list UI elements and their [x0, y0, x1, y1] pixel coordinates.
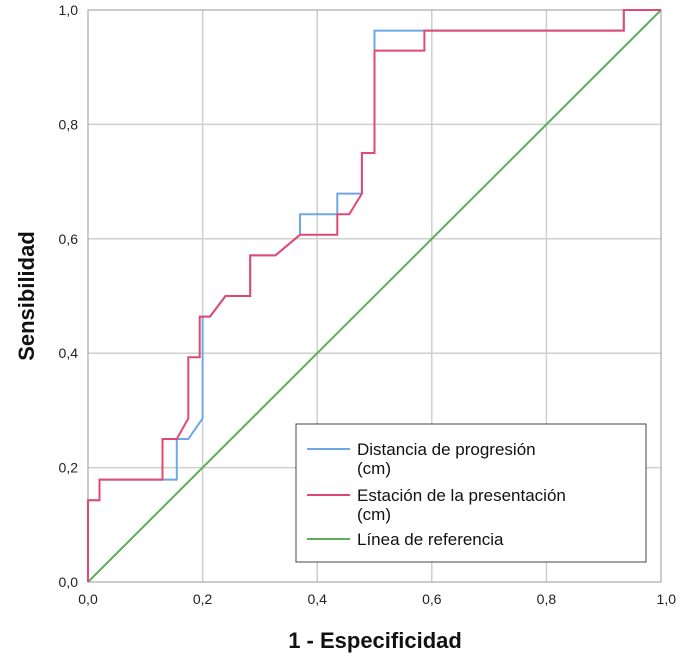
- x-tick-label: 0,0: [78, 591, 98, 607]
- grid-lines: [88, 10, 661, 582]
- x-tick-labels: 0,0 0,2 0,4 0,6 0,8 1,0: [78, 591, 676, 607]
- plot-frame: [87, 9, 662, 583]
- series-lines: [87, 9, 662, 583]
- x-tick-label: 0,6: [422, 591, 442, 607]
- y-tick-label: 0,8: [59, 116, 79, 132]
- y-tick-label: 1,0: [59, 2, 79, 18]
- x-tick-label: 0,4: [307, 591, 327, 607]
- legend-label: Estación de la presentación (cm): [357, 486, 566, 524]
- x-axis-title: 1 - Especificidad: [288, 628, 462, 653]
- x-tick-label: 0,8: [537, 591, 557, 607]
- y-tick-label: 0,4: [59, 345, 79, 361]
- y-axis-title: Sensibilidad: [14, 231, 39, 361]
- y-tick-label: 0,0: [59, 574, 79, 590]
- y-tick-label: 0,6: [59, 231, 79, 247]
- series-line-1: [87, 9, 661, 582]
- y-tick-labels: 0,0 0,2 0,4 0,6 0,8 1,0: [59, 2, 79, 590]
- legend-label: Distancia de progresión (cm): [357, 440, 536, 478]
- legend-box: [295, 423, 647, 563]
- y-tick-label: 0,2: [59, 460, 79, 476]
- x-tick-label: 0,2: [193, 591, 213, 607]
- series-line-2: [87, 9, 662, 583]
- legend: Distancia de progresión (cm) Estación de l…: [295, 423, 647, 563]
- x-tick-label: 1,0: [657, 591, 677, 607]
- legend-label: Línea de referencia: [357, 530, 504, 549]
